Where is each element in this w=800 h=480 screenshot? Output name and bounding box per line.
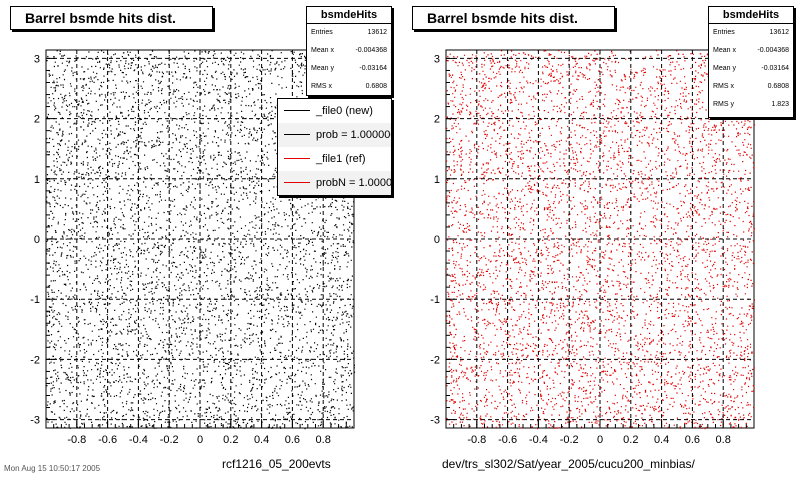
right-y-tick-label: 2: [434, 114, 440, 126]
stats-value: -0.03164: [359, 65, 387, 72]
right-x-tick-label: 0.6: [685, 434, 700, 446]
left-y-tick-label: 3: [34, 53, 40, 65]
stats-value: 1.823: [771, 101, 789, 108]
right-scatter-points: [446, 50, 756, 430]
stats-value: -0.004368: [355, 47, 387, 54]
stats-label: Entries: [713, 29, 735, 36]
left-stats-box: bsmdeHits Entries 13612 Mean x -0.004368 M…: [306, 6, 392, 96]
stats-row: Mean x -0.004368: [709, 42, 793, 60]
right-y-tick-label: -3: [430, 415, 440, 427]
legend-entry: probN = 1.000000: [278, 171, 391, 195]
right-y-tick-label: 1: [434, 174, 440, 186]
stats-label: Mean y: [713, 65, 736, 72]
right-x-tick-label: 0.4: [654, 434, 669, 446]
left-x-tick-label: -0.6: [98, 434, 117, 446]
left-chart-title: Barrel bsmde hits dist.: [10, 6, 213, 30]
right-scatter-series: [446, 50, 756, 430]
legend-line-swatch: [284, 110, 310, 111]
stats-label: Mean y: [311, 65, 334, 72]
left-x-tick-label: 0: [197, 434, 203, 446]
left-x-tick-label: 0.8: [316, 434, 331, 446]
legend-entry: _file1 (ref): [278, 147, 391, 171]
legend-label: _file0 (new): [316, 105, 373, 117]
stats-value: -0.03164: [761, 65, 789, 72]
stats-row: Entries 13612: [709, 24, 793, 42]
stats-value: 13612: [367, 29, 387, 36]
left-x-tick-label: 0.2: [223, 434, 238, 446]
right-x-tick-label: 0: [597, 434, 603, 446]
left-x-tick-label: -0.8: [67, 434, 86, 446]
left-y-tick-label: 2: [34, 114, 40, 126]
legend-label: prob = 1.000000: [316, 129, 392, 141]
right-stats-box: bsmdeHits Entries 13612 Mean x -0.004368 M…: [708, 6, 794, 118]
right-x-tick-label: -0.8: [467, 434, 486, 446]
stats-row: RMS y 1.823: [709, 96, 793, 114]
stats-row: Mean x -0.004368: [307, 42, 391, 60]
left-y-tick-label: 0: [34, 234, 40, 246]
legend-line-swatch: [284, 134, 310, 135]
legend-label: _file1 (ref): [316, 153, 366, 165]
left-x-tick-label: -0.2: [160, 434, 179, 446]
stats-row: Mean y -0.03164: [709, 60, 793, 78]
right-x-tick-label: 0.8: [716, 434, 731, 446]
left-y-tick-label: -2: [30, 354, 40, 366]
right-y-tick-label: -1: [430, 294, 440, 306]
right-x-axis-title: dev/trs_sl302/Sat/year_2005/cucu200_minb…: [442, 457, 695, 471]
legend-line-swatch: [284, 158, 310, 159]
right-stats-name: bsmdeHits: [709, 7, 793, 24]
legend-entry: _file0 (new): [278, 99, 391, 123]
right-x-tick-label: -0.6: [498, 434, 517, 446]
stats-row: Mean y -0.03164: [307, 60, 391, 78]
stats-row: RMS x 0.6808: [709, 78, 793, 96]
stats-value: 0.6808: [767, 83, 789, 90]
stats-row: Entries 13612: [307, 24, 391, 42]
left-stats-name: bsmdeHits: [307, 7, 391, 24]
right-y-tick-label: -2: [430, 354, 440, 366]
left-y-tick-label: -1: [30, 294, 40, 306]
right-chart-title: Barrel bsmde hits dist.: [412, 6, 615, 30]
stats-label: RMS x: [311, 83, 332, 90]
stats-label: RMS x: [713, 83, 734, 90]
stats-value: -0.004368: [757, 47, 789, 54]
right-y-tick-label: 0: [434, 234, 440, 246]
right-y-tick-label: 3: [434, 53, 440, 65]
left-x-tick-label: 0.6: [285, 434, 300, 446]
footer-timestamp: Mon Aug 15 10:50:17 2005: [4, 464, 101, 473]
legend-entry: prob = 1.000000: [278, 123, 391, 147]
left-y-tick-label: 1: [34, 174, 40, 186]
stats-label: Mean x: [713, 47, 736, 54]
left-y-tick-label: -3: [30, 415, 40, 427]
right-x-tick-label: -0.4: [529, 434, 548, 446]
legend-box: _file0 (new) prob = 1.000000 _file1 (ref…: [277, 98, 392, 196]
stats-label: Entries: [311, 29, 333, 36]
stats-label: Mean x: [311, 47, 334, 54]
stats-row: RMS x 0.6808: [307, 78, 391, 96]
left-x-axis-title: rcf1216_05_200evts: [222, 457, 331, 471]
left-x-tick-label: 0.4: [254, 434, 269, 446]
stats-value: 0.6808: [365, 83, 387, 90]
stats-label: RMS y: [713, 101, 734, 108]
right-x-tick-label: 0.2: [623, 434, 638, 446]
right-x-tick-label: -0.2: [560, 434, 579, 446]
legend-label: probN = 1.000000: [316, 177, 392, 189]
stats-value: 13612: [769, 29, 789, 36]
left-x-tick-label: -0.4: [129, 434, 148, 446]
legend-line-swatch: [284, 182, 310, 183]
